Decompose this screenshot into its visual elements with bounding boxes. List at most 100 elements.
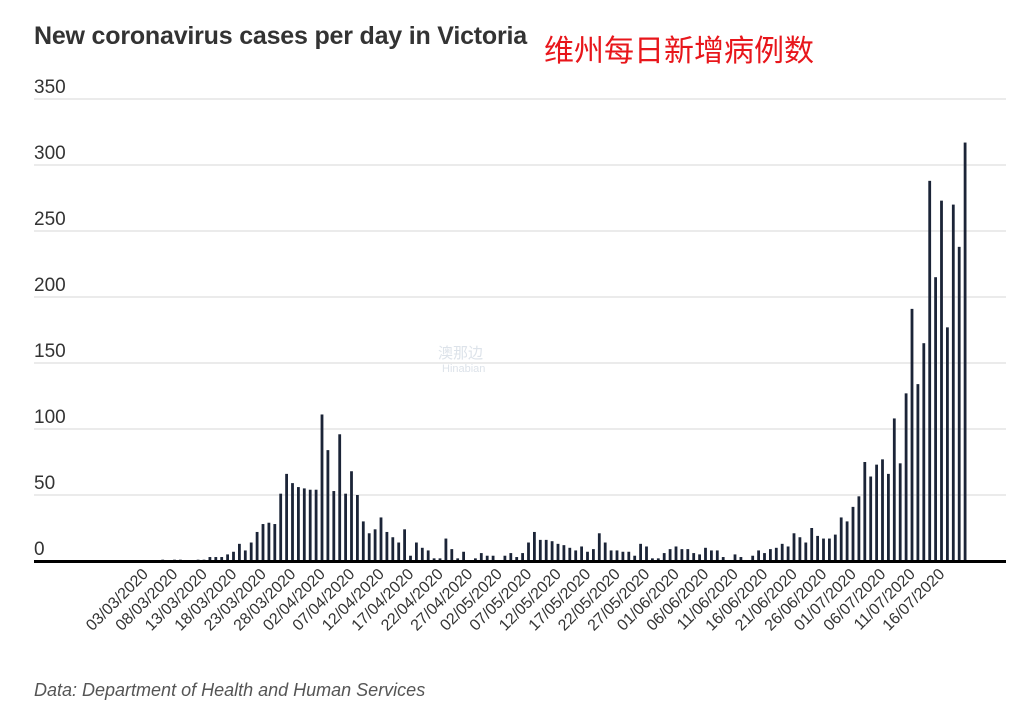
watermark: 澳那边 Hinabian: [438, 342, 485, 375]
bar: [238, 543, 241, 561]
bar: [385, 531, 389, 561]
bar: [810, 528, 814, 561]
y-tick-label: 50: [34, 473, 55, 494]
bar: [456, 558, 460, 561]
bar: [538, 539, 542, 561]
bar: [302, 488, 306, 561]
chart-subtitle-chinese: 维州每日新增病例数: [544, 34, 814, 69]
bar: [320, 414, 324, 561]
bar: [692, 553, 696, 561]
bar: [875, 464, 878, 561]
bar: [403, 529, 406, 561]
bar: [922, 343, 926, 561]
bar: [656, 558, 660, 561]
bar: [946, 327, 949, 561]
bar: [721, 557, 725, 561]
bar: [798, 537, 802, 561]
bar: [232, 551, 235, 561]
bar: [314, 489, 318, 561]
bar: [450, 549, 454, 561]
bar: [739, 557, 743, 561]
bar: [603, 542, 607, 561]
y-tick-label: 300: [34, 143, 66, 164]
bar: [680, 549, 684, 561]
bar: [674, 546, 678, 561]
bar: [763, 553, 766, 561]
bar: [462, 551, 465, 561]
bar: [615, 550, 619, 561]
bar: [651, 558, 654, 561]
bar: [898, 463, 902, 561]
bar: [733, 554, 737, 561]
bar: [639, 543, 642, 561]
bar: [226, 554, 229, 561]
bar: [951, 204, 955, 561]
chart-title: New coronavirus cases per day in Victori…: [34, 22, 527, 50]
bar: [214, 557, 218, 561]
bar: [904, 393, 908, 561]
bar: [491, 555, 495, 561]
bar: [509, 553, 513, 561]
bar: [934, 277, 937, 561]
bar: [704, 547, 707, 561]
bar: [350, 471, 353, 561]
bar: [940, 200, 943, 561]
bar: [668, 549, 672, 561]
bar: [544, 539, 548, 561]
bar: [751, 555, 755, 561]
bar: [391, 537, 395, 561]
bar: [916, 384, 920, 561]
bar: [326, 450, 330, 561]
bar: [261, 524, 265, 561]
bar: [863, 462, 867, 561]
bar: [474, 558, 477, 561]
bar: [845, 521, 849, 561]
bar: [621, 551, 625, 561]
y-tick-label: 200: [34, 275, 66, 296]
bar: [373, 529, 377, 561]
bar: [308, 489, 312, 561]
bar: [220, 557, 224, 561]
bar: [857, 496, 861, 561]
bar: [379, 517, 383, 561]
bar: [963, 142, 967, 561]
bar: [957, 246, 961, 561]
bar: [586, 551, 589, 561]
bar: [438, 558, 442, 561]
bar: [869, 476, 873, 561]
bar: [839, 517, 843, 561]
bar: [792, 533, 796, 561]
bar: [291, 483, 294, 561]
bar: [426, 550, 430, 561]
bar: [910, 308, 914, 561]
bar: [444, 538, 448, 561]
bar: [887, 473, 890, 561]
bar: [757, 550, 760, 561]
bar: [279, 493, 283, 561]
bar: [367, 533, 371, 561]
bar: [662, 553, 666, 561]
bar: [556, 543, 560, 561]
bar: [568, 547, 572, 561]
bar: [804, 542, 808, 561]
bar: [592, 549, 595, 561]
bar: [515, 557, 519, 561]
y-tick-label: 0: [34, 539, 45, 560]
bar: [597, 533, 601, 561]
bar: [273, 524, 277, 561]
bar: [574, 550, 578, 561]
bar: [415, 542, 418, 561]
bar: [332, 491, 336, 561]
bar: [892, 418, 896, 561]
bar: [255, 531, 259, 561]
bar: [208, 557, 212, 561]
bar: [361, 521, 365, 561]
bar: [344, 493, 347, 561]
bar: [485, 555, 489, 561]
watermark-subtext: Hinabian: [442, 363, 486, 375]
bar: [686, 549, 690, 561]
bar: [645, 546, 648, 561]
bar: [833, 534, 837, 561]
y-tick-label: 250: [34, 209, 66, 230]
bar: [627, 551, 631, 561]
